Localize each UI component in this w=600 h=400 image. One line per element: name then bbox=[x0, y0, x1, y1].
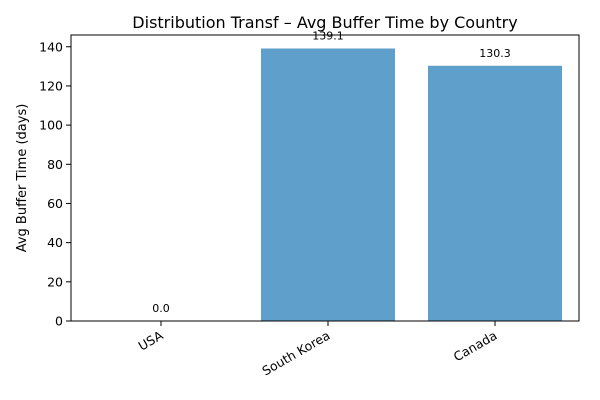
x-tick-label: South Korea bbox=[259, 328, 332, 379]
data-labels-layer: 0.0 139.1 130.3 bbox=[152, 30, 511, 315]
y-tick-label: 60 bbox=[47, 196, 63, 211]
x-tick-label: USA bbox=[136, 327, 166, 353]
y-tick-label: 120 bbox=[39, 78, 63, 93]
y-tick-label: 20 bbox=[47, 274, 63, 289]
y-axis-ticks: 0 20 40 60 80 100 120 140 bbox=[39, 39, 71, 329]
y-tick-label: 80 bbox=[47, 157, 63, 172]
y-tick-label: 0 bbox=[55, 314, 63, 329]
y-axis-label: Avg Buffer Time (days) bbox=[15, 104, 30, 253]
y-tick-label: 100 bbox=[39, 118, 63, 133]
y-tick-label: 40 bbox=[47, 235, 63, 250]
bar-canada bbox=[428, 65, 562, 321]
chart-title: Distribution Transf – Avg Buffer Time by… bbox=[132, 13, 517, 32]
bars-layer bbox=[261, 48, 562, 321]
bar-south-korea bbox=[261, 48, 395, 321]
data-label: 139.1 bbox=[312, 30, 344, 43]
x-tick-label: Canada bbox=[451, 328, 500, 365]
data-label: 0.0 bbox=[152, 302, 170, 315]
data-label: 130.3 bbox=[479, 47, 511, 60]
plot-frame bbox=[70, 34, 580, 322]
x-axis-ticks: USA South Korea Canada bbox=[136, 321, 500, 378]
y-tick-label: 140 bbox=[39, 39, 63, 54]
